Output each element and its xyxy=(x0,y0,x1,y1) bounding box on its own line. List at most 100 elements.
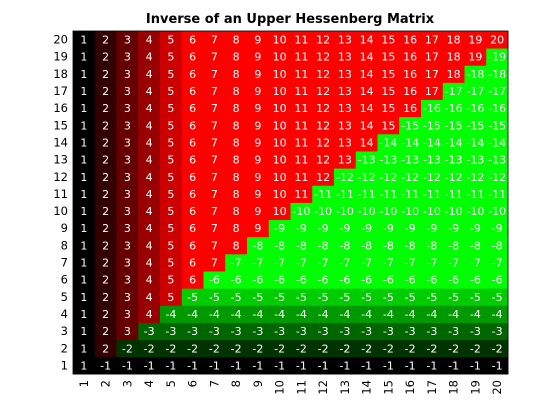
cell-value-label: 2 xyxy=(102,119,109,132)
cell-value-label: -6 xyxy=(492,274,503,287)
heatmap-cell xyxy=(247,65,270,83)
cell-value-label: -11 xyxy=(466,188,484,201)
cell-value-label: 7 xyxy=(211,205,218,218)
heatmap-cell xyxy=(247,305,270,323)
heatmap-cell xyxy=(421,236,444,255)
cell-value-label: -15 xyxy=(466,119,484,132)
cell-value-label: -8 xyxy=(274,239,285,252)
cell-value-label: -2 xyxy=(492,342,503,355)
cell-value-label: 1 xyxy=(80,34,87,47)
heatmap-cell xyxy=(334,236,357,255)
cell-value-label: 2 xyxy=(102,291,109,304)
cell-value-label: -12 xyxy=(466,171,484,184)
cell-value-label: 6 xyxy=(189,205,196,218)
heatmap-cell xyxy=(268,202,291,221)
heatmap-cell xyxy=(94,168,117,186)
cell-value-label: -4 xyxy=(165,308,176,321)
cell-value-label: -8 xyxy=(339,239,350,252)
cell-value-label: 7 xyxy=(211,154,218,167)
cell-value-label: -4 xyxy=(426,308,437,321)
cell-value-label: -2 xyxy=(383,342,394,355)
heatmap-cell xyxy=(138,339,161,358)
x-tick-label: 5 xyxy=(164,380,178,387)
cell-value-label: 3 xyxy=(124,154,131,167)
heatmap-cell xyxy=(334,99,357,118)
heatmap-cell xyxy=(464,271,487,289)
cell-value-label: 12 xyxy=(316,34,330,47)
y-tick-label: 15 xyxy=(53,118,68,132)
cell-value-label: -12 xyxy=(379,171,397,184)
heatmap-cell xyxy=(160,65,183,83)
cell-value-label: 2 xyxy=(102,308,109,321)
cell-value-label: 10 xyxy=(273,171,287,184)
heatmap-cell xyxy=(247,219,270,238)
heatmap-cell xyxy=(334,65,357,83)
heatmap-cell xyxy=(399,31,422,49)
cell-value-label: 10 xyxy=(273,154,287,167)
cell-value-label: -6 xyxy=(361,274,372,287)
cell-value-label: 2 xyxy=(102,136,109,149)
cell-value-label: -1 xyxy=(122,359,133,372)
cell-value-label: 9 xyxy=(254,154,261,167)
cell-value-label: -1 xyxy=(383,359,394,372)
heatmap-cell xyxy=(203,202,226,221)
cell-value-label: -6 xyxy=(231,274,242,287)
heatmap-cell xyxy=(138,116,161,135)
heatmap-cell xyxy=(116,65,139,83)
cell-value-label: 17 xyxy=(425,34,439,47)
cell-value-label: -5 xyxy=(492,291,503,304)
heatmap-cell xyxy=(442,168,465,186)
heatmap-cell xyxy=(160,236,183,255)
cell-value-label: -6 xyxy=(209,274,220,287)
heatmap-cell xyxy=(94,271,117,289)
cell-value-label: -3 xyxy=(274,325,285,338)
cell-value-label: -1 xyxy=(448,359,459,372)
heatmap-cell xyxy=(247,48,270,66)
heatmap-cell xyxy=(138,168,161,186)
x-tick-label: 20 xyxy=(490,380,504,395)
cell-value-label: 7 xyxy=(211,85,218,98)
cell-value-label: 13 xyxy=(338,136,352,149)
cell-value-label: -4 xyxy=(361,308,372,321)
cell-value-label: -5 xyxy=(426,291,437,304)
heatmap-cell xyxy=(138,288,161,306)
heatmap-cell xyxy=(268,305,291,323)
heatmap-cell xyxy=(399,339,422,358)
heatmap-cell xyxy=(160,339,183,358)
heatmap-cell xyxy=(181,133,204,152)
cell-value-label: 7 xyxy=(211,119,218,132)
cell-value-label: 15 xyxy=(381,102,395,115)
heatmap-cell xyxy=(421,151,444,169)
heatmap-cell xyxy=(334,288,357,306)
cell-value-label: 4 xyxy=(146,188,153,201)
cell-value-label: 3 xyxy=(124,239,131,252)
heatmap-cell xyxy=(160,219,183,238)
heatmap-cell xyxy=(160,271,183,289)
cell-value-label: 15 xyxy=(381,68,395,81)
cell-value-label: 5 xyxy=(167,291,174,304)
heatmap-cell xyxy=(421,288,444,306)
heatmap-cell xyxy=(399,236,422,255)
cell-value-label: -15 xyxy=(488,119,506,132)
x-tick-label: 11 xyxy=(294,380,308,395)
heatmap-cell xyxy=(334,82,357,100)
cell-value-label: -2 xyxy=(187,342,198,355)
cell-value-label: -8 xyxy=(383,239,394,252)
heatmap-cell xyxy=(421,356,444,375)
heatmap-cell xyxy=(421,305,444,323)
heatmap-cell xyxy=(399,116,422,135)
heatmap-cell xyxy=(399,219,422,238)
cell-value-label: 9 xyxy=(254,188,261,201)
heatmap-cell xyxy=(290,322,313,341)
heatmap-cell xyxy=(421,322,444,341)
heatmap-cell xyxy=(225,48,248,66)
cell-value-label: 5 xyxy=(167,154,174,167)
cell-value-label: 12 xyxy=(316,85,330,98)
cell-value-label: 5 xyxy=(167,68,174,81)
heatmap-cell xyxy=(138,31,161,49)
cell-value-label: -11 xyxy=(358,188,376,201)
cell-value-label: -2 xyxy=(252,342,263,355)
heatmap-cell xyxy=(421,48,444,66)
heatmap-cell xyxy=(486,48,509,66)
x-tick-label: 8 xyxy=(229,380,243,387)
